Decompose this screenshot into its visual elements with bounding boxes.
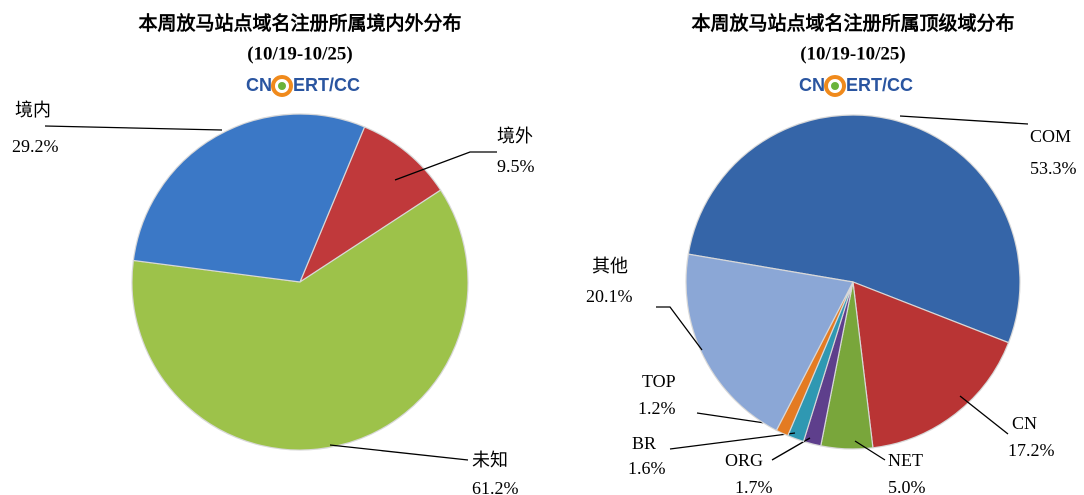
slice-label: BR <box>632 433 656 453</box>
slice-value-label: 20.1% <box>586 286 633 306</box>
slice-label: 境外 <box>497 126 533 146</box>
slice-value-label: 1.2% <box>638 398 676 418</box>
slice-label: 未知 <box>472 450 508 470</box>
slice-value-label: 61.2% <box>472 478 519 495</box>
slice-value-label: 5.0% <box>888 477 926 495</box>
chart-title: 本周放马站点域名注册所属顶级域分布 <box>691 12 1014 35</box>
leader-line <box>394 151 497 181</box>
slice-value-label: 17.2% <box>1008 440 1055 460</box>
slice-label: NET <box>888 450 923 470</box>
slice-value-label: 1.6% <box>628 458 666 478</box>
chart-title: 本周放马站点域名注册所属境内外分布 <box>138 12 461 35</box>
slice-value-label: 53.3% <box>1030 158 1077 178</box>
slice-label: 境内 <box>15 100 51 120</box>
slice-label: CN <box>1012 413 1037 433</box>
chart-subtitle: (10/19-10/25) <box>800 43 906 64</box>
slice-value-label: 29.2% <box>12 136 59 156</box>
leader-line <box>854 440 886 461</box>
slice-label: COM <box>1030 126 1071 146</box>
logo-text: ERT/CC <box>846 75 913 95</box>
logo-icon-inner <box>278 82 286 90</box>
logo-icon <box>271 75 293 97</box>
leader-line <box>669 432 796 450</box>
pie-slice <box>852 281 1010 449</box>
slice-value-label: 9.5% <box>497 156 535 176</box>
slice-label: 其他 <box>592 256 628 276</box>
logo-icon-inner <box>831 82 839 90</box>
logo-text: CN <box>799 75 825 95</box>
leader-line <box>899 115 1029 125</box>
pie-slice <box>298 126 442 284</box>
leader-line <box>959 395 1009 435</box>
pie-slice <box>687 114 1021 344</box>
leader-line <box>771 437 811 461</box>
leader-line <box>656 306 703 351</box>
slice-label: ORG <box>725 450 763 470</box>
slice-label: TOP <box>642 371 676 391</box>
pie-slice <box>685 253 854 432</box>
logo-text: CN <box>246 75 272 95</box>
leader-line <box>44 125 223 131</box>
chart-subtitle: (10/19-10/25) <box>247 43 353 64</box>
logo-icon <box>824 75 846 97</box>
logo-text: ERT/CC <box>293 75 360 95</box>
pie-slice <box>132 113 366 283</box>
leader-line <box>329 444 469 461</box>
slice-value-label: 1.7% <box>735 477 773 495</box>
